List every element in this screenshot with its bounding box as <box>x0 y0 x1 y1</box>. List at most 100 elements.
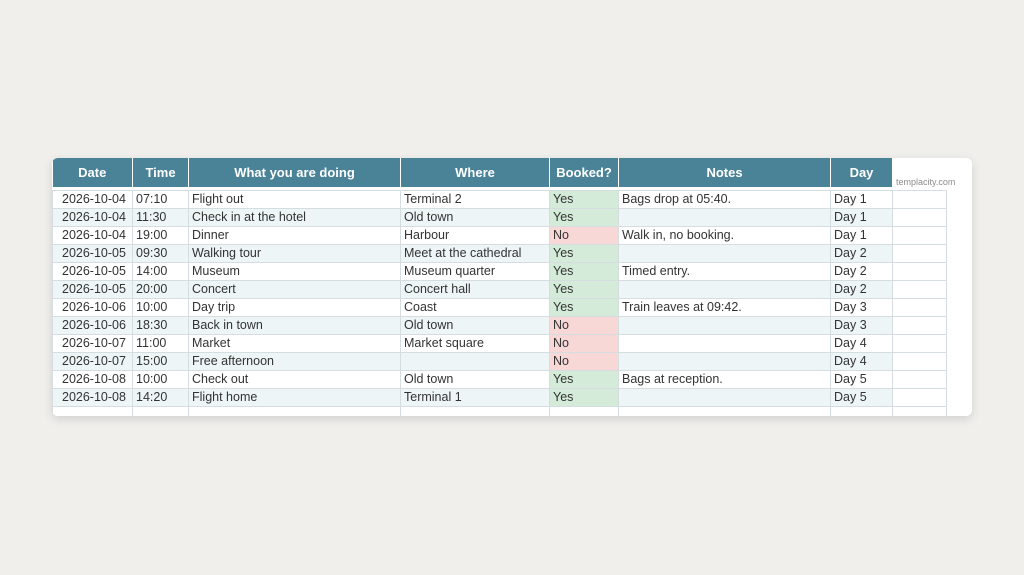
cell-booked[interactable]: Yes <box>549 298 619 317</box>
cell-activity[interactable]: Day trip <box>188 298 401 317</box>
cell-activity[interactable]: Free afternoon <box>188 352 401 371</box>
cell-time[interactable]: 11:30 <box>132 208 189 227</box>
cell-where[interactable]: Old town <box>400 208 550 227</box>
cell-empty[interactable] <box>132 406 189 416</box>
header-time[interactable]: Time <box>132 158 189 187</box>
cell-time[interactable]: 15:00 <box>132 352 189 371</box>
cell-empty[interactable] <box>892 190 947 209</box>
cell-booked[interactable]: Yes <box>549 208 619 227</box>
cell-time[interactable]: 10:00 <box>132 298 189 317</box>
cell-time[interactable]: 18:30 <box>132 316 189 335</box>
cell-empty[interactable] <box>892 316 947 335</box>
cell-date[interactable]: 2026-10-07 <box>52 334 133 353</box>
cell-day[interactable]: Day 5 <box>830 388 893 407</box>
cell-date[interactable]: 2026-10-04 <box>52 226 133 245</box>
cell-date[interactable]: 2026-10-05 <box>52 262 133 281</box>
cell-notes[interactable] <box>618 334 831 353</box>
cell-empty[interactable] <box>892 406 947 416</box>
cell-booked[interactable]: No <box>549 334 619 353</box>
cell-notes[interactable]: Timed entry. <box>618 262 831 281</box>
cell-notes[interactable] <box>618 208 831 227</box>
cell-empty[interactable] <box>188 406 401 416</box>
cell-booked[interactable]: Yes <box>549 190 619 209</box>
cell-booked[interactable]: No <box>549 316 619 335</box>
cell-notes[interactable] <box>618 316 831 335</box>
cell-where[interactable]: Museum quarter <box>400 262 550 281</box>
cell-date[interactable]: 2026-10-08 <box>52 388 133 407</box>
cell-booked[interactable]: Yes <box>549 262 619 281</box>
cell-notes[interactable] <box>618 244 831 263</box>
cell-notes[interactable]: Walk in, no booking. <box>618 226 831 245</box>
header-day[interactable]: Day <box>830 158 893 187</box>
header-notes[interactable]: Notes <box>618 158 831 187</box>
cell-where[interactable]: Harbour <box>400 226 550 245</box>
cell-activity[interactable]: Walking tour <box>188 244 401 263</box>
header-booked[interactable]: Booked? <box>549 158 619 187</box>
cell-empty[interactable] <box>618 406 831 416</box>
cell-day[interactable]: Day 4 <box>830 334 893 353</box>
cell-day[interactable]: Day 1 <box>830 226 893 245</box>
cell-where[interactable]: Concert hall <box>400 280 550 299</box>
cell-activity[interactable]: Museum <box>188 262 401 281</box>
cell-empty[interactable] <box>549 406 619 416</box>
cell-date[interactable]: 2026-10-06 <box>52 316 133 335</box>
cell-activity[interactable]: Flight home <box>188 388 401 407</box>
cell-notes[interactable] <box>618 388 831 407</box>
cell-notes[interactable]: Bags at reception. <box>618 370 831 389</box>
cell-time[interactable]: 20:00 <box>132 280 189 299</box>
cell-activity[interactable]: Check in at the hotel <box>188 208 401 227</box>
cell-empty[interactable] <box>892 298 947 317</box>
cell-empty[interactable] <box>892 388 947 407</box>
cell-date[interactable]: 2026-10-06 <box>52 298 133 317</box>
cell-notes[interactable]: Bags drop at 05:40. <box>618 190 831 209</box>
cell-notes[interactable] <box>618 280 831 299</box>
cell-booked[interactable]: Yes <box>549 370 619 389</box>
cell-day[interactable]: Day 4 <box>830 352 893 371</box>
cell-date[interactable]: 2026-10-07 <box>52 352 133 371</box>
cell-date[interactable]: 2026-10-04 <box>52 208 133 227</box>
header-date[interactable]: Date <box>52 158 133 187</box>
cell-booked[interactable]: Yes <box>549 244 619 263</box>
header-activity[interactable]: What you are doing <box>188 158 401 187</box>
cell-empty[interactable] <box>892 370 947 389</box>
cell-activity[interactable]: Concert <box>188 280 401 299</box>
cell-where[interactable]: Old town <box>400 370 550 389</box>
cell-activity[interactable]: Market <box>188 334 401 353</box>
cell-empty[interactable] <box>892 226 947 245</box>
cell-booked[interactable]: No <box>549 226 619 245</box>
cell-time[interactable]: 14:00 <box>132 262 189 281</box>
cell-time[interactable]: 14:20 <box>132 388 189 407</box>
cell-where[interactable] <box>400 352 550 371</box>
cell-empty[interactable] <box>892 334 947 353</box>
cell-where[interactable]: Terminal 2 <box>400 190 550 209</box>
cell-day[interactable]: Day 2 <box>830 244 893 263</box>
cell-booked[interactable]: Yes <box>549 280 619 299</box>
cell-date[interactable]: 2026-10-05 <box>52 244 133 263</box>
cell-booked[interactable]: No <box>549 352 619 371</box>
cell-day[interactable]: Day 2 <box>830 280 893 299</box>
cell-day[interactable]: Day 3 <box>830 316 893 335</box>
cell-empty[interactable] <box>52 406 133 416</box>
cell-where[interactable]: Terminal 1 <box>400 388 550 407</box>
cell-empty[interactable] <box>400 406 550 416</box>
cell-time[interactable]: 07:10 <box>132 190 189 209</box>
cell-activity[interactable]: Flight out <box>188 190 401 209</box>
cell-day[interactable]: Day 5 <box>830 370 893 389</box>
header-where[interactable]: Where <box>400 158 550 187</box>
cell-activity[interactable]: Back in town <box>188 316 401 335</box>
cell-day[interactable]: Day 1 <box>830 190 893 209</box>
cell-time[interactable]: 19:00 <box>132 226 189 245</box>
cell-empty[interactable] <box>892 208 947 227</box>
cell-activity[interactable]: Dinner <box>188 226 401 245</box>
cell-notes[interactable] <box>618 352 831 371</box>
cell-activity[interactable]: Check out <box>188 370 401 389</box>
cell-day[interactable]: Day 3 <box>830 298 893 317</box>
cell-where[interactable]: Meet at the cathedral <box>400 244 550 263</box>
cell-empty[interactable] <box>830 406 893 416</box>
cell-time[interactable]: 09:30 <box>132 244 189 263</box>
cell-notes[interactable]: Train leaves at 09:42. <box>618 298 831 317</box>
cell-day[interactable]: Day 2 <box>830 262 893 281</box>
cell-where[interactable]: Market square <box>400 334 550 353</box>
cell-day[interactable]: Day 1 <box>830 208 893 227</box>
cell-time[interactable]: 10:00 <box>132 370 189 389</box>
